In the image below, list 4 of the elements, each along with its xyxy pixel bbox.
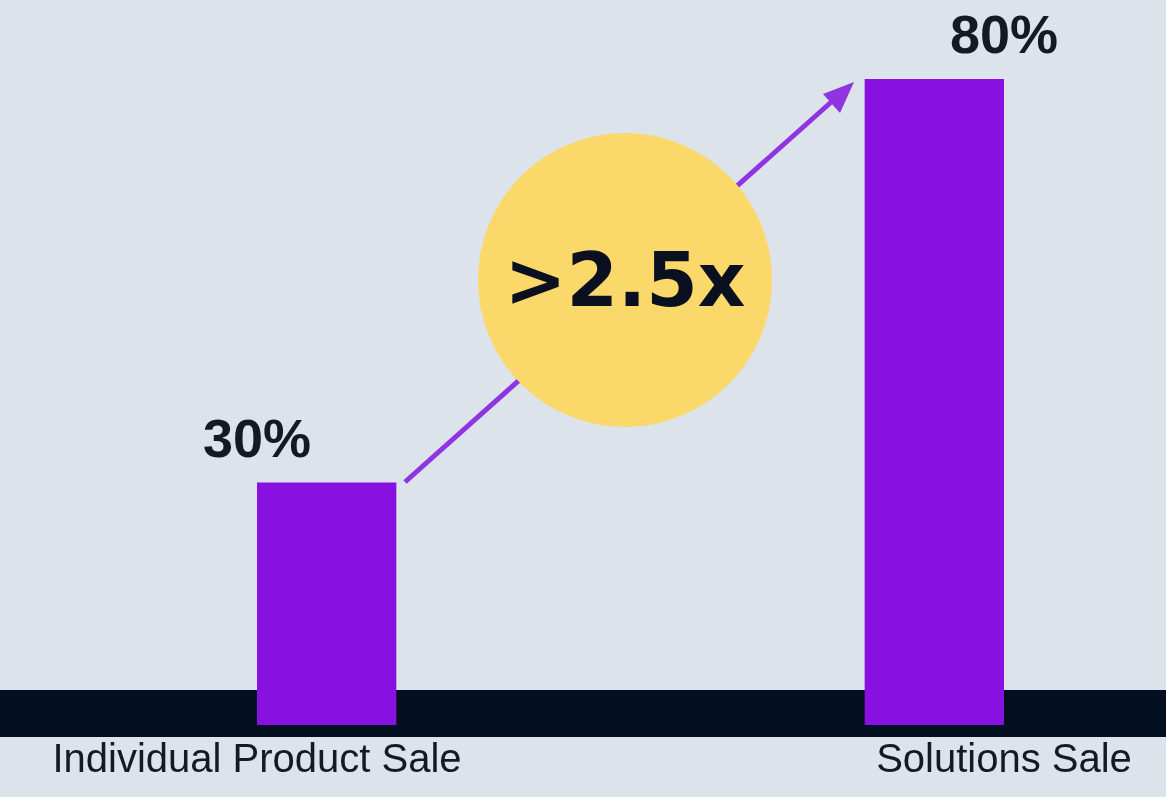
x-tick-label: Individual Product Sale: [52, 736, 462, 781]
data-label: 30%: [202, 407, 312, 468]
data-label: 80%: [949, 3, 1059, 64]
x-tick-label: Solutions Sale: [876, 736, 1132, 781]
